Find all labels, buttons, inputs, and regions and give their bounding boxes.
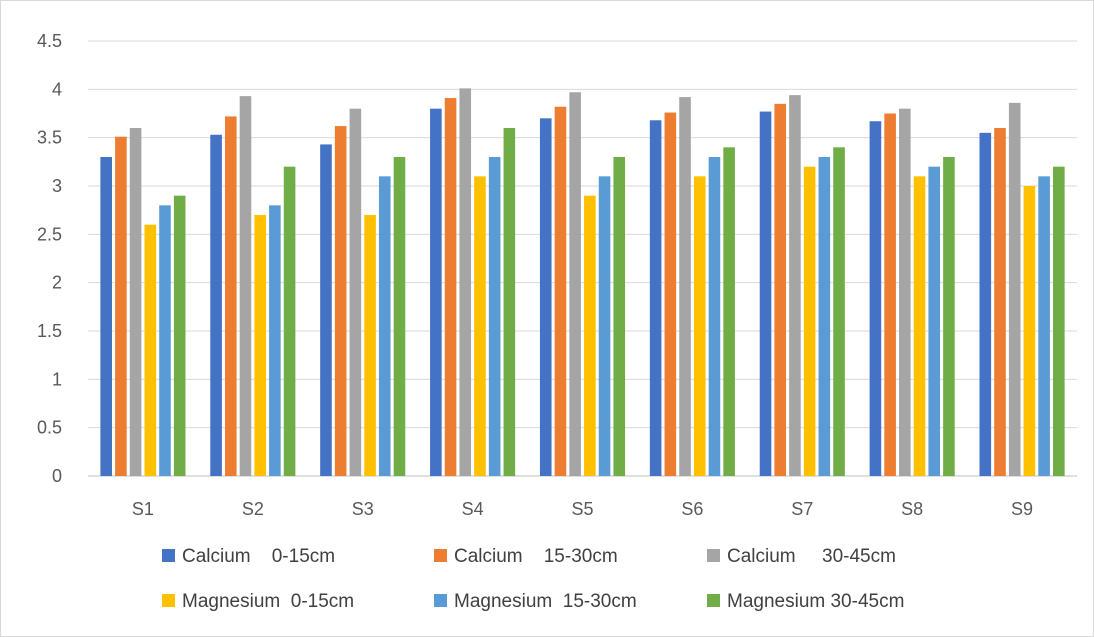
bar xyxy=(129,128,142,476)
bar xyxy=(349,108,362,477)
legend: Calcium 0-15cm Calcium 15-30cm Calcium 30-… xyxy=(162,546,904,612)
bar xyxy=(979,132,992,476)
bar xyxy=(224,116,237,477)
bar xyxy=(539,118,552,476)
bar xyxy=(759,111,772,476)
legend-label: Calcium 15-30cm xyxy=(454,546,618,567)
bar xyxy=(144,224,157,476)
bar xyxy=(1038,176,1050,476)
y-tick-label: 1 xyxy=(52,369,62,389)
y-tick-label: 4.5 xyxy=(37,31,62,51)
y-tick-label: 0.5 xyxy=(37,418,62,438)
legend-label: Calcium 0-15cm xyxy=(182,546,335,567)
bar xyxy=(693,176,706,476)
bar xyxy=(708,157,721,476)
bar xyxy=(334,126,347,476)
x-tick-label: S5 xyxy=(571,499,593,519)
gridlines xyxy=(88,40,1077,477)
legend-label: Magnesium 30-45cm xyxy=(727,591,904,612)
bar xyxy=(598,176,611,476)
bar xyxy=(584,195,596,477)
bar xyxy=(393,157,406,476)
bar xyxy=(943,157,955,476)
bar xyxy=(269,205,281,476)
bar xyxy=(320,144,332,476)
bar xyxy=(239,96,252,476)
bar xyxy=(569,92,581,476)
y-tick-label: 2.5 xyxy=(37,224,62,244)
bar xyxy=(554,106,567,476)
bar xyxy=(115,136,127,476)
bar xyxy=(430,108,442,477)
bar xyxy=(664,112,677,476)
y-tick-label: 2 xyxy=(52,273,62,293)
legend-swatch xyxy=(707,594,720,607)
bar xyxy=(100,157,112,476)
bar xyxy=(283,166,296,477)
bar xyxy=(928,166,941,477)
x-tick-label: S2 xyxy=(242,499,264,519)
bar xyxy=(723,147,735,476)
bar xyxy=(159,205,171,476)
bar xyxy=(503,128,516,476)
bar xyxy=(994,128,1006,476)
bar xyxy=(173,195,186,477)
legend-swatch xyxy=(162,549,175,562)
legend-label: Magnesium 0-15cm xyxy=(182,591,354,612)
y-tick-label: 1.5 xyxy=(37,321,62,341)
bar xyxy=(1008,102,1021,477)
bar xyxy=(488,157,501,476)
y-axis-tick-labels: 0 0.5 1 1.5 2 2.5 3 3.5 4 4.5 xyxy=(37,31,62,486)
bar xyxy=(210,134,222,476)
x-tick-label: S3 xyxy=(352,499,374,519)
legend-swatch xyxy=(162,594,175,607)
bar xyxy=(869,121,882,476)
y-tick-label: 3.5 xyxy=(37,128,62,148)
legend-label: Calcium 30-45cm xyxy=(727,546,896,567)
x-tick-label: S1 xyxy=(132,499,154,519)
bar xyxy=(378,176,391,476)
y-tick-label: 4 xyxy=(52,79,62,99)
bar xyxy=(884,113,896,476)
x-tick-label: S9 xyxy=(1011,499,1033,519)
bar xyxy=(833,147,845,476)
legend-swatch xyxy=(434,549,447,562)
bar xyxy=(254,215,266,476)
legend-label: Magnesium 15-30cm xyxy=(454,591,637,612)
legend-swatch xyxy=(707,549,720,562)
bar xyxy=(1023,186,1036,476)
bar xyxy=(474,176,486,476)
bar xyxy=(679,97,691,476)
bar xyxy=(444,98,457,476)
bar xyxy=(803,166,816,477)
x-tick-label: S7 xyxy=(791,499,813,519)
bar xyxy=(649,120,662,477)
x-tick-label: S8 xyxy=(901,499,923,519)
x-axis-tick-labels: S1 S2 S3 S4 S5 S6 S7 S8 S9 xyxy=(132,499,1033,519)
bars xyxy=(100,88,1065,477)
x-tick-label: S6 xyxy=(681,499,703,519)
bar xyxy=(1053,166,1065,477)
bar xyxy=(774,103,787,476)
bar xyxy=(364,215,376,476)
bar xyxy=(459,88,472,477)
x-tick-label: S4 xyxy=(462,499,484,519)
bar xyxy=(899,108,911,477)
bar xyxy=(613,157,626,476)
y-tick-label: 0 xyxy=(52,466,62,486)
bar xyxy=(818,157,831,476)
legend-swatch xyxy=(434,594,447,607)
bar xyxy=(789,95,801,476)
bar xyxy=(913,176,926,476)
y-tick-label: 3 xyxy=(52,176,62,196)
